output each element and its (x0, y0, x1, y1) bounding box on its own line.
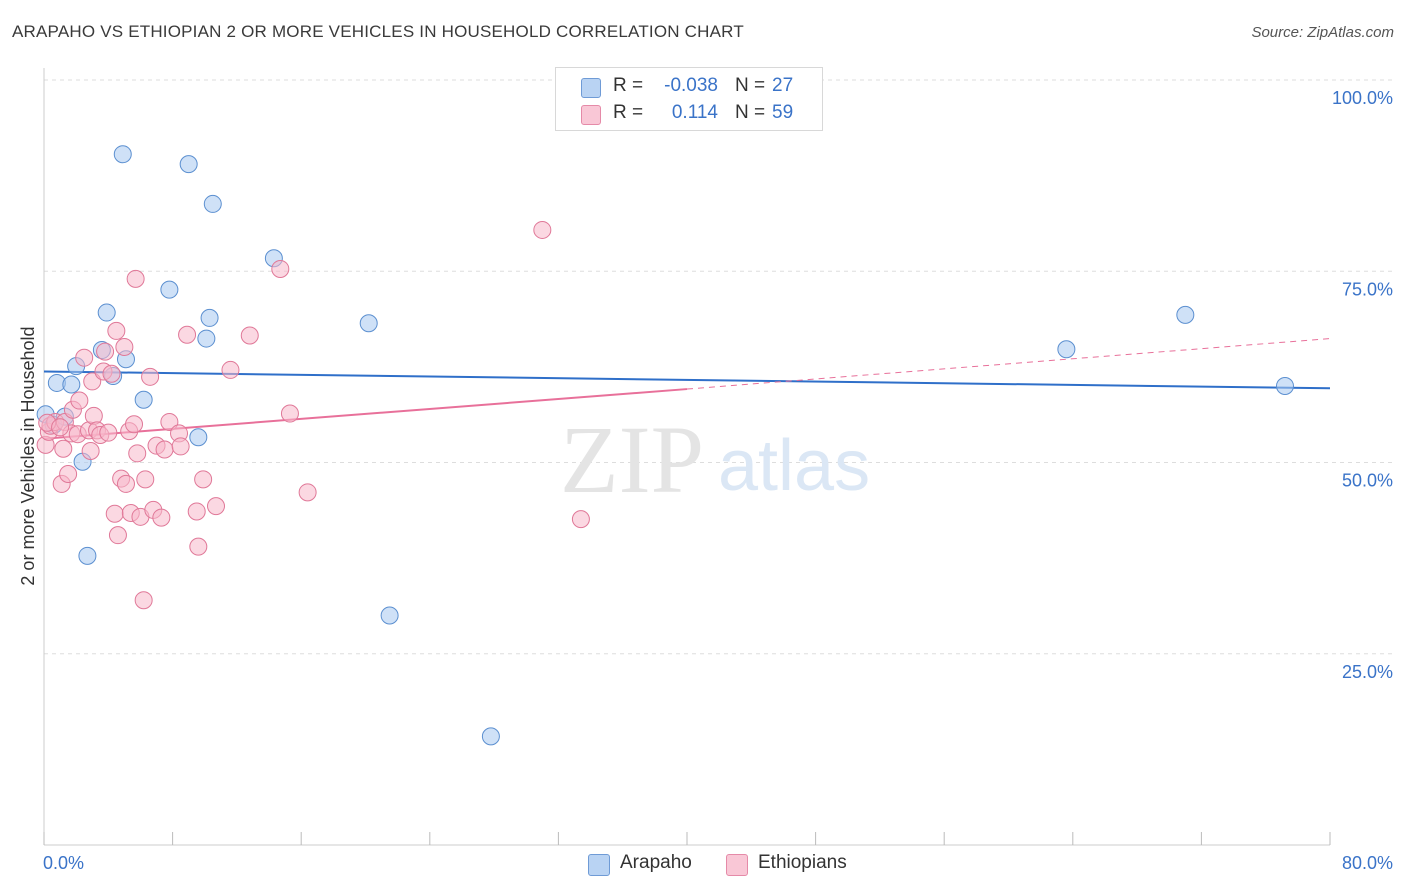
ethiopian-point (187, 502, 206, 521)
watermark-atlas: atlas (718, 426, 870, 506)
chart-title: ARAPAHO VS ETHIOPIAN 2 OR MORE VEHICLES … (12, 22, 744, 41)
ethiopian-point (75, 348, 94, 367)
arapaho-point (203, 194, 222, 213)
arapaho-point (62, 375, 81, 394)
legend-r-label: R = (613, 102, 644, 123)
grid-lines (44, 79, 1392, 655)
legend-swatch-ethiopians (581, 105, 601, 125)
x-tick-label: 80.0% (1342, 853, 1393, 873)
ethiopian-point (136, 470, 155, 489)
ethiopian-point (116, 474, 135, 493)
ethiopian-trend-line (43, 388, 688, 440)
legend-row-arapaho: R = -0.038 N = 27 (556, 75, 822, 101)
ethiopian-point (59, 464, 78, 483)
y-tick-label: 100.0% (1332, 88, 1393, 108)
ethiopian-point (107, 321, 126, 340)
arapaho-point (481, 727, 500, 746)
legend-n-value: 59 (772, 102, 794, 123)
arapaho-point (1275, 377, 1294, 395)
legend-n-label: N = (735, 75, 766, 96)
legend-swatch-arapaho (581, 78, 601, 98)
ethiopian-point (125, 415, 144, 434)
trend-lines (43, 338, 1331, 440)
ethiopian-point (298, 483, 317, 502)
watermark: ZIP atlas (560, 406, 870, 513)
y-tick-label: 75.0% (1342, 279, 1393, 299)
bottom-legend-swatch-ethiopians (726, 854, 748, 876)
ethiopian-point (99, 423, 118, 442)
arapaho-point (359, 314, 378, 333)
bottom-legend-swatch-arapaho (588, 854, 610, 876)
legend-r-value: 0.114 (671, 102, 718, 123)
y-tick-label: 25.0% (1342, 662, 1393, 682)
ethiopian-point (134, 591, 153, 610)
arapaho-point (1057, 340, 1076, 359)
ethiopian-point (54, 439, 73, 458)
legend-row-ethiopians: R = 0.114 N = 59 (556, 102, 822, 128)
ethiopian-point (83, 372, 102, 391)
ethiopian-point (207, 497, 226, 516)
x-tick-label: 0.0% (43, 853, 84, 873)
ethiopian-point (96, 342, 115, 361)
ethiopian-point (102, 364, 121, 383)
legend-n-label: N = (735, 102, 766, 123)
ethiopian-point (141, 367, 160, 386)
arapaho-point (1176, 305, 1195, 324)
arapaho-trend-line (43, 370, 1331, 390)
ethiopian-point (194, 470, 213, 489)
ethiopian-point (84, 406, 103, 425)
watermark-zip: ZIP (560, 406, 704, 513)
y-tick-label: 50.0% (1342, 471, 1393, 491)
ethiopian-point (105, 504, 124, 523)
ethiopian-point (189, 537, 208, 556)
correlation-legend: R = -0.038 N = 27 R = 0.114 N = 59 (555, 67, 823, 131)
ethiopian-point (240, 326, 259, 345)
axes (43, 68, 1331, 846)
arapaho-point (197, 329, 216, 348)
arapaho-point (97, 303, 116, 322)
legend-r-value: -0.038 (664, 75, 718, 96)
arapaho-point (134, 390, 153, 409)
ethiopian-point (128, 444, 147, 463)
arapaho-point (179, 155, 198, 174)
ethiopian-point (221, 360, 240, 379)
ethiopian-point (533, 220, 552, 239)
arapaho-point (200, 308, 219, 327)
ethiopian-point (70, 391, 89, 410)
y-axis-title: 2 or more Vehicles in Household (18, 326, 38, 585)
ethiopian-point (171, 437, 190, 456)
ethiopian-point (81, 442, 100, 461)
ethiopian-point (108, 526, 127, 545)
bottom-legend-label: Arapaho (620, 852, 692, 873)
arapaho-point (113, 145, 132, 164)
ethiopian-point (178, 325, 197, 344)
data-points (36, 145, 1294, 746)
ethiopian-point (160, 412, 179, 431)
ethiopian-point (51, 418, 70, 437)
source-label: Source: ZipAtlas.com (1251, 24, 1394, 41)
ethiopian-point (571, 510, 590, 529)
bottom-legend-label: Ethiopians (758, 852, 847, 873)
ethiopian-point (126, 269, 145, 288)
ethiopian-point (271, 259, 290, 278)
ethiopian-trend-extension (686, 338, 1331, 390)
arapaho-point (189, 428, 208, 447)
ethiopian-point (155, 440, 174, 459)
arapaho-point (380, 606, 399, 625)
ethiopian-point (152, 508, 171, 527)
axis-labels: 100.0% 75.0% 50.0% 25.0% 0.0% 80.0% 2 or more … (18, 88, 1393, 873)
arapaho-point (160, 280, 179, 299)
arapaho-point (78, 546, 97, 565)
legend-r-label: R = (613, 75, 644, 96)
ethiopian-point (280, 404, 299, 423)
ethiopian-point (115, 337, 134, 356)
legend-n-value: 27 (772, 75, 794, 96)
